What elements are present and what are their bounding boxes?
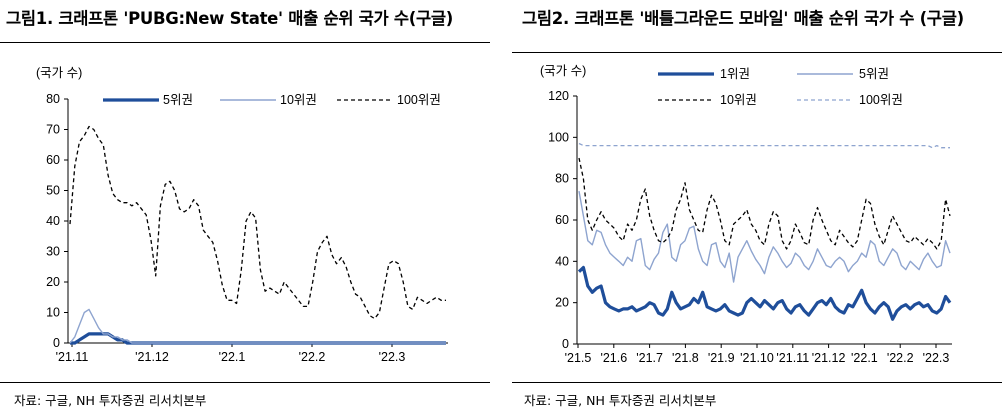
x-tick-label: '22.3 (379, 350, 406, 364)
y-tick-label: 10 (46, 306, 60, 320)
y-tick-label: 70 (46, 123, 60, 137)
x-tick-label: '21.6 (600, 351, 627, 365)
source-note: 자료: 구글, NH 투자증권 리서치본부 (524, 393, 717, 408)
legend-label: 1위권 (720, 67, 750, 81)
legend-label: 10위권 (720, 93, 757, 107)
y-tick-label: 60 (555, 213, 569, 227)
x-tick-label: '22.2 (887, 351, 914, 365)
series-line-3 (578, 157, 951, 250)
source-rule (512, 382, 1002, 383)
chart-title: 그림1. 크래프톤 'PUBG:New State' 매출 순위 국가 수(구글… (6, 9, 453, 28)
y-tick-label: 30 (46, 245, 60, 259)
legend-label: 100위권 (397, 93, 441, 107)
title-rule (0, 42, 490, 43)
y-tick-label: 80 (46, 92, 60, 106)
y-axis-unit-label: (국가 수) (540, 64, 586, 78)
chart-panel-2: 그림2. 크래프톤 '배틀그라운드 모바일' 매출 순위 국가 수 (구글) (… (512, 0, 1002, 413)
x-tick-label: '22.3 (923, 351, 950, 365)
chart-svg-1: (국가 수) 0 10 20 30 40 50 60 70 80 '21.11 '21.12 '22.1… (36, 66, 448, 364)
chart-svg-2: (국가 수) 0 20 40 60 80 100 120 '21.5 '21.6 '21.7 '21.… (540, 64, 952, 365)
x-tick-label: '21.10 (740, 351, 774, 365)
series-line-3 (69, 125, 446, 320)
y-tick-label: 80 (555, 172, 569, 186)
series-line-2 (578, 190, 951, 283)
x-tick-label: '22.2 (299, 350, 326, 364)
legend-label: 10위권 (280, 93, 317, 107)
series-line-1 (70, 332, 446, 345)
x-tick-label: '22.1 (219, 350, 246, 364)
x-tick-label: '21.12 (135, 350, 169, 364)
title-rule (512, 52, 1002, 53)
y-tick-label: 20 (555, 296, 569, 310)
x-tick-label: '22.1 (851, 351, 878, 365)
legend-label: 100위권 (859, 93, 903, 107)
x-tick-label: '21.7 (636, 351, 663, 365)
y-tick-label: 0 (53, 336, 60, 350)
y-tick-label: 100 (548, 130, 569, 144)
chart-panel-1: 그림1. 크래프톤 'PUBG:New State' 매출 순위 국가 수(구글… (0, 0, 490, 413)
x-tick-label: '21.11 (776, 351, 809, 365)
legend-label: 5위권 (163, 93, 193, 107)
y-tick-label: 0 (562, 337, 569, 351)
y-axis-unit-label: (국가 수) (36, 66, 82, 80)
y-tick-label: 40 (555, 254, 569, 268)
series-line-2 (69, 308, 446, 344)
y-tick-label: 20 (46, 275, 60, 289)
source-rule (0, 382, 490, 383)
y-tick-label: 50 (46, 184, 60, 198)
x-tick-label: '21.11 (56, 350, 89, 364)
x-tick-label: '21.9 (708, 351, 735, 365)
x-tick-label: '21.8 (672, 351, 699, 365)
series-line-1 (577, 265, 952, 321)
legend-label: 5위권 (859, 67, 889, 81)
y-tick-label: 60 (46, 153, 60, 167)
y-tick-label: 120 (548, 89, 569, 103)
series-line-4 (578, 142, 950, 149)
x-tick-label: '21.5 (565, 351, 592, 365)
chart-title: 그림2. 크래프톤 '배틀그라운드 모바일' 매출 순위 국가 수 (구글) (522, 9, 964, 28)
source-note: 자료: 구글, NH 투자증권 리서치본부 (14, 393, 207, 408)
x-tick-label: '21.12 (812, 351, 846, 365)
y-tick-label: 40 (46, 214, 60, 228)
